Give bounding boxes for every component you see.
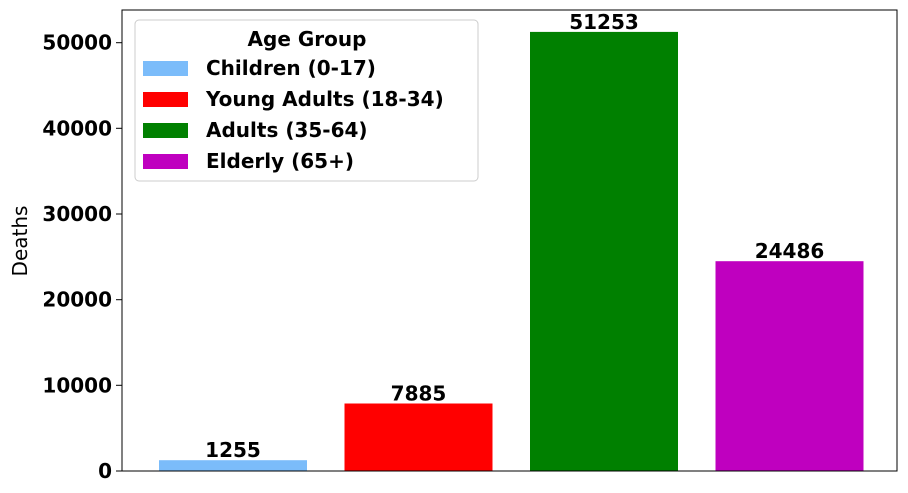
plot-frame	[121, 9, 898, 472]
bar-children-0-17	[159, 460, 307, 471]
legend-label-adults-35-64: Adults (35-64)	[206, 118, 368, 142]
y-tick-label: 20000	[42, 288, 112, 312]
bar-value-label: 24486	[755, 239, 825, 263]
legend-box	[134, 19, 479, 182]
bar-young-adults-18-34	[344, 403, 493, 471]
bar-value-label: 7885	[391, 382, 447, 406]
bar-value-label: 51253	[569, 10, 639, 34]
legend-swatch-elderly-65	[143, 154, 188, 169]
bar-labels-group: 1255 7885 51253 24486	[205, 10, 824, 462]
legend-label-children-0-17: Children (0-17)	[206, 56, 376, 80]
legend: Age Group Children (0-17) Young Adults (1…	[134, 19, 479, 182]
legend-swatch-children-0-17	[143, 61, 188, 76]
legend-title: Age Group	[248, 27, 367, 51]
y-tick-label: 30000	[42, 202, 112, 226]
y-tick-label: 0	[98, 459, 112, 483]
bars-group	[159, 31, 864, 472]
legend-swatch-young-adults-18-34	[143, 92, 188, 107]
legend-swatch-adults-35-64	[143, 123, 188, 138]
bar-adults-35-64	[530, 31, 678, 472]
y-axis-label: Deaths	[8, 206, 32, 277]
y-axis: 0 10000 20000 30000 40000 50000	[42, 31, 122, 483]
y-tick-label: 10000	[42, 373, 112, 397]
bar-elderly-65	[715, 261, 864, 471]
y-tick-label: 50000	[42, 31, 112, 55]
legend-label-elderly-65: Elderly (65+)	[206, 149, 354, 173]
bar-value-label: 1255	[205, 438, 261, 462]
y-tick-label: 40000	[42, 116, 112, 140]
legend-entries: Children (0-17) Young Adults (18-34) Adult…	[143, 56, 444, 173]
legend-label-young-adults-18-34: Young Adults (18-34)	[205, 87, 444, 111]
